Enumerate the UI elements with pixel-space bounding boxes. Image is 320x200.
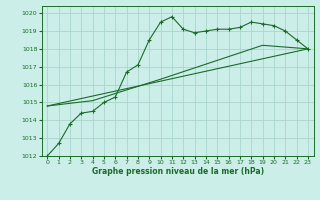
X-axis label: Graphe pression niveau de la mer (hPa): Graphe pression niveau de la mer (hPa): [92, 167, 264, 176]
